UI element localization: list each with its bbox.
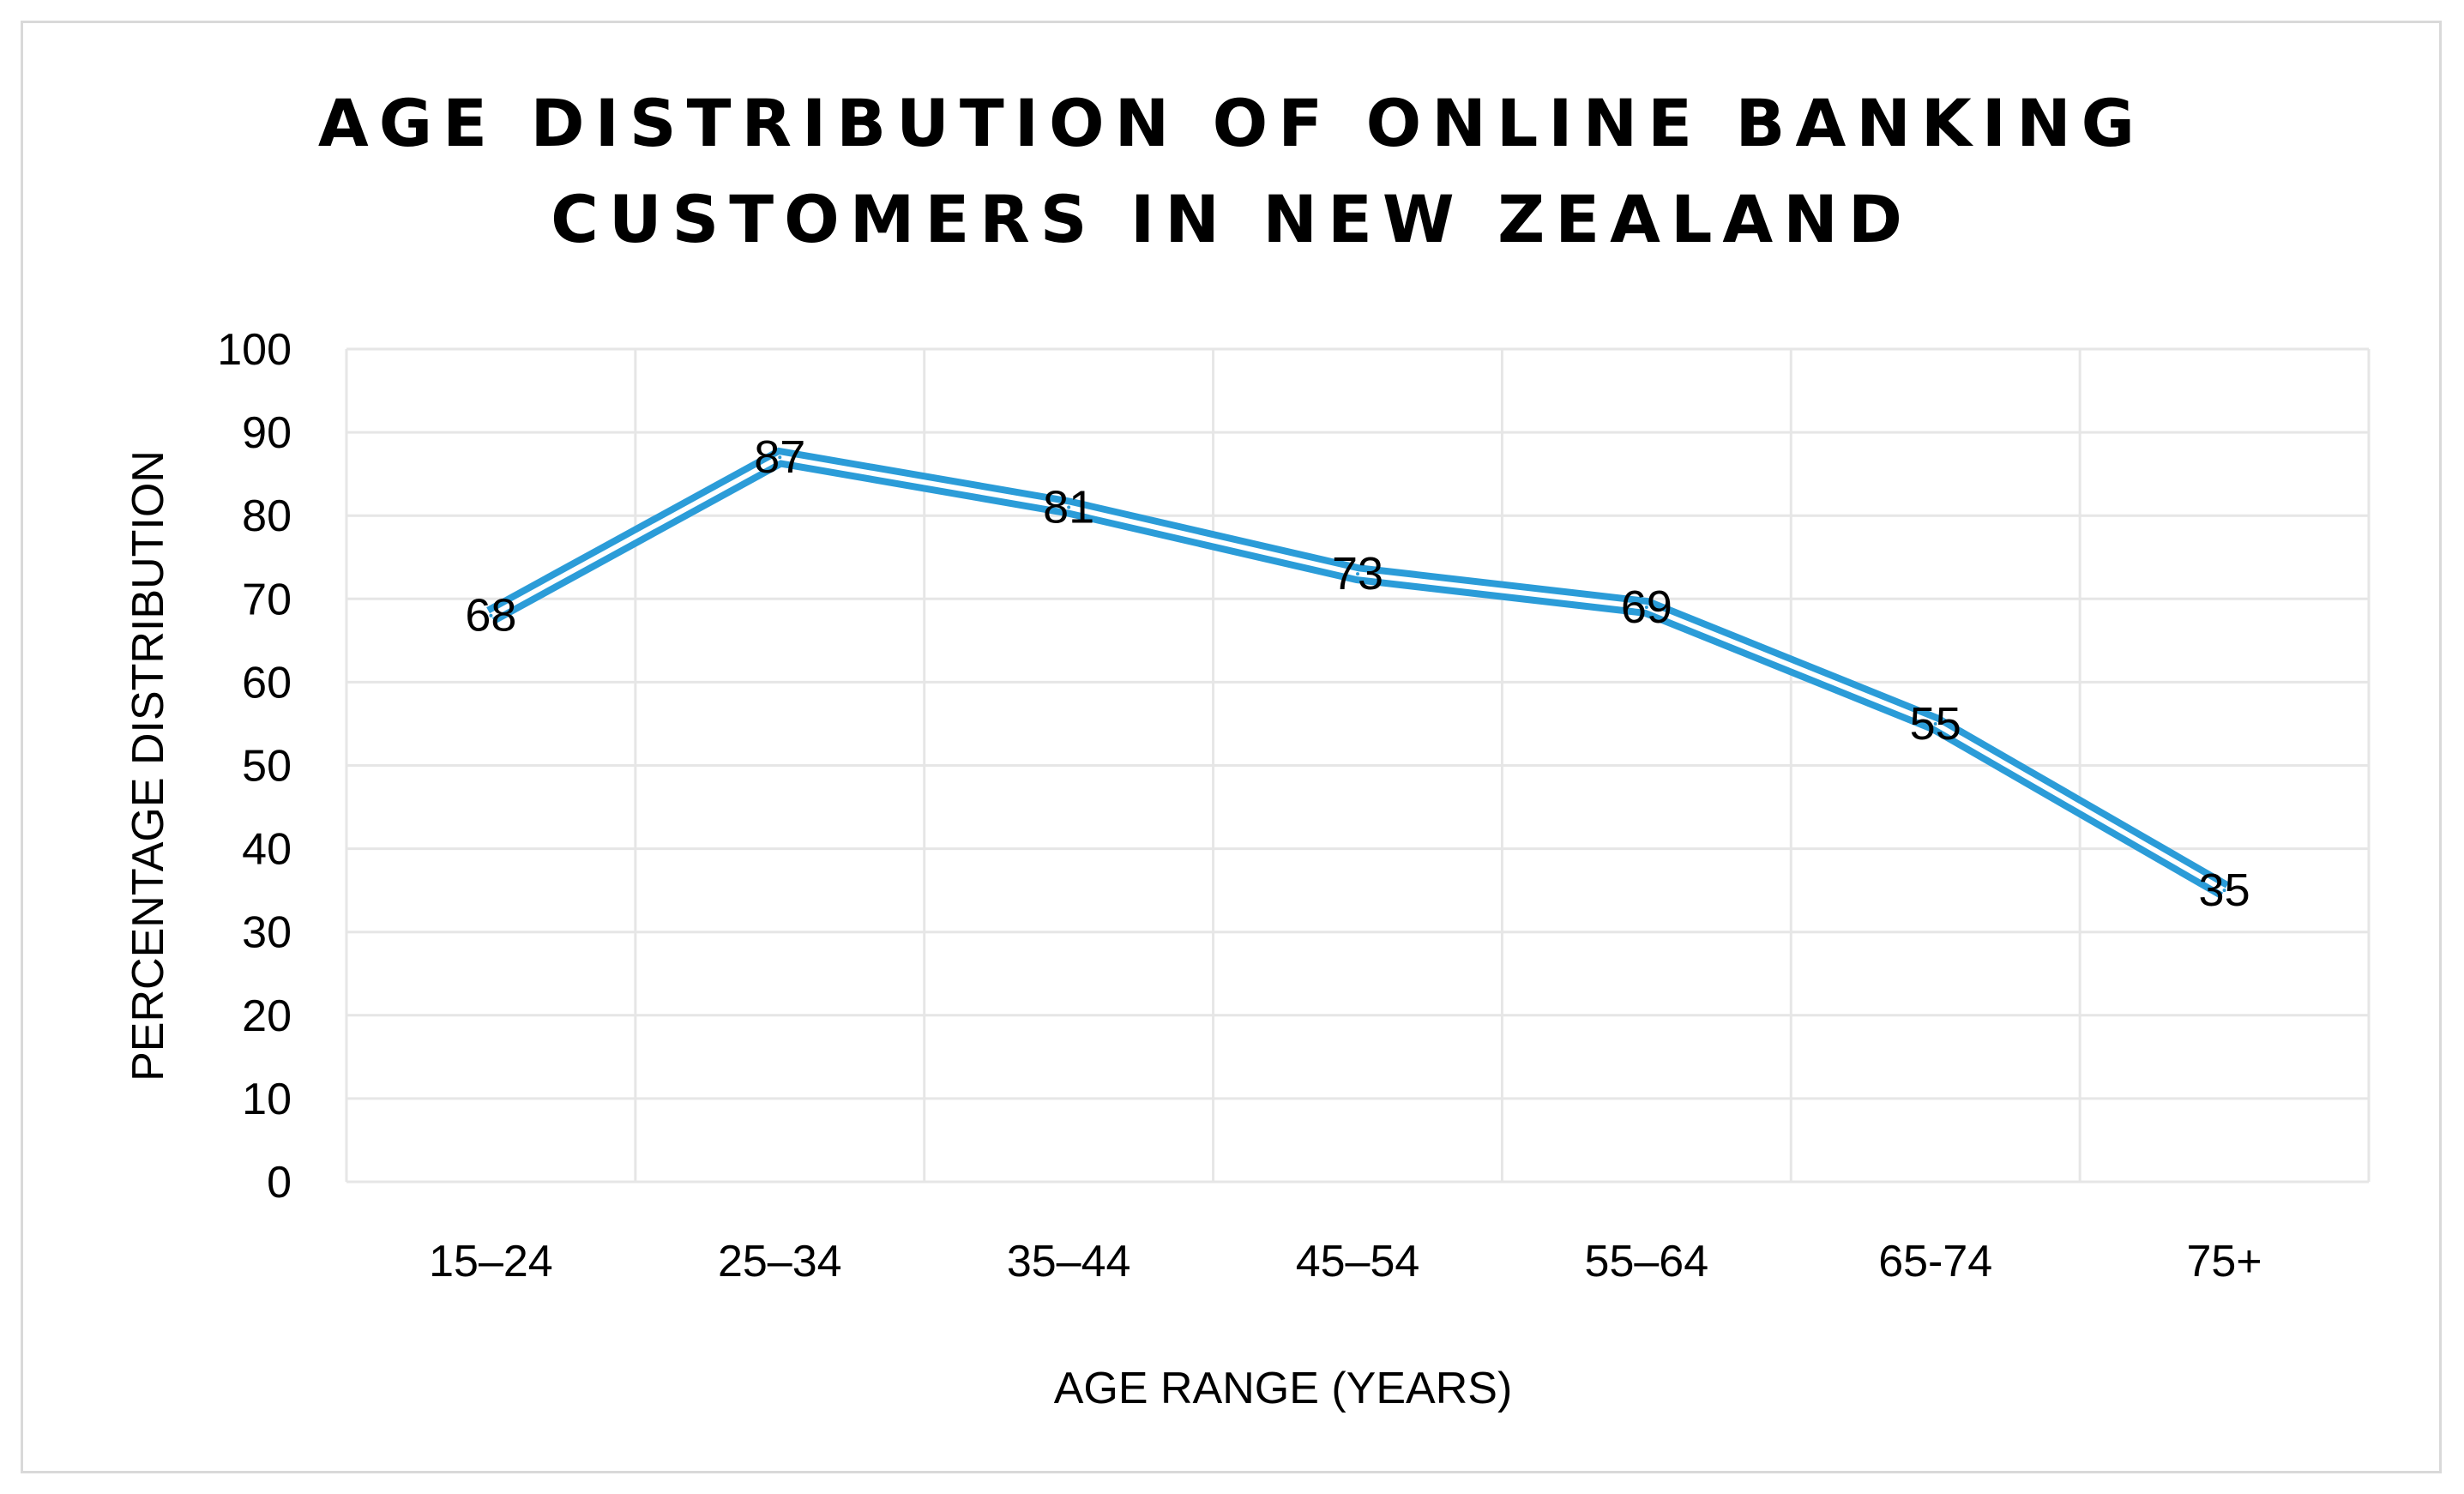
data-point xyxy=(1067,505,1071,509)
x-tick-label: 25–34 xyxy=(718,1237,842,1286)
data-label: 87 xyxy=(754,431,805,483)
data-label: 68 xyxy=(465,590,516,642)
data-point xyxy=(778,455,782,460)
x-tick-label: 75+ xyxy=(2186,1237,2262,1286)
x-tick-label: 15–24 xyxy=(429,1237,553,1286)
chart-title-line-2: CUSTOMERS IN NEW ZEALAND xyxy=(551,181,1913,257)
data-label: 81 xyxy=(1043,481,1094,533)
y-tick-label: 100 xyxy=(217,325,292,375)
gridlines xyxy=(345,347,2371,1184)
series-lines xyxy=(486,447,2230,899)
y-tick-label: 90 xyxy=(242,408,292,458)
series-line-inner xyxy=(489,455,2226,893)
x-tick-label: 45–54 xyxy=(1296,1237,1420,1286)
axis-labels: 0 10 20 30 40 50 60 70 80 90 100 15–24 25–34 35–44 45–… xyxy=(217,325,2262,1286)
y-tick-label: 80 xyxy=(242,491,292,541)
data-label: 69 xyxy=(1621,581,1672,633)
series-line xyxy=(486,447,2230,899)
chart-title-line-1: AGE DISTRIBUTION OF ONLINE BANKING xyxy=(318,85,2145,161)
y-tick-label: 10 xyxy=(242,1075,292,1124)
data-point xyxy=(1933,721,1937,726)
data-point xyxy=(1644,605,1648,610)
y-tick-label: 0 xyxy=(267,1158,292,1208)
x-axis-title: AGE RANGE (YEARS) xyxy=(1054,1364,1513,1413)
data-point xyxy=(1356,572,1359,576)
data-label: 73 xyxy=(1332,548,1383,599)
data-label: 55 xyxy=(1910,698,1961,750)
data-label: 35 xyxy=(2199,864,2250,916)
x-tick-label: 35–44 xyxy=(1007,1237,1131,1286)
y-tick-label: 50 xyxy=(242,742,292,792)
y-tick-label: 70 xyxy=(242,575,292,624)
y-tick-label: 30 xyxy=(242,908,292,958)
data-point xyxy=(489,613,493,617)
y-tick-label: 20 xyxy=(242,991,292,1041)
y-axis-title: PERCENTAGE DISTRIBUTION xyxy=(124,450,173,1081)
y-tick-label: 60 xyxy=(242,658,292,708)
y-tick-label: 40 xyxy=(242,825,292,875)
data-point xyxy=(2222,889,2226,893)
x-tick-label: 65-74 xyxy=(1878,1237,1992,1286)
x-tick-label: 55–64 xyxy=(1585,1237,1709,1286)
chart-frame xyxy=(21,21,2442,1473)
data-labels: 68 87 81 73 69 55 35 xyxy=(465,431,2250,916)
